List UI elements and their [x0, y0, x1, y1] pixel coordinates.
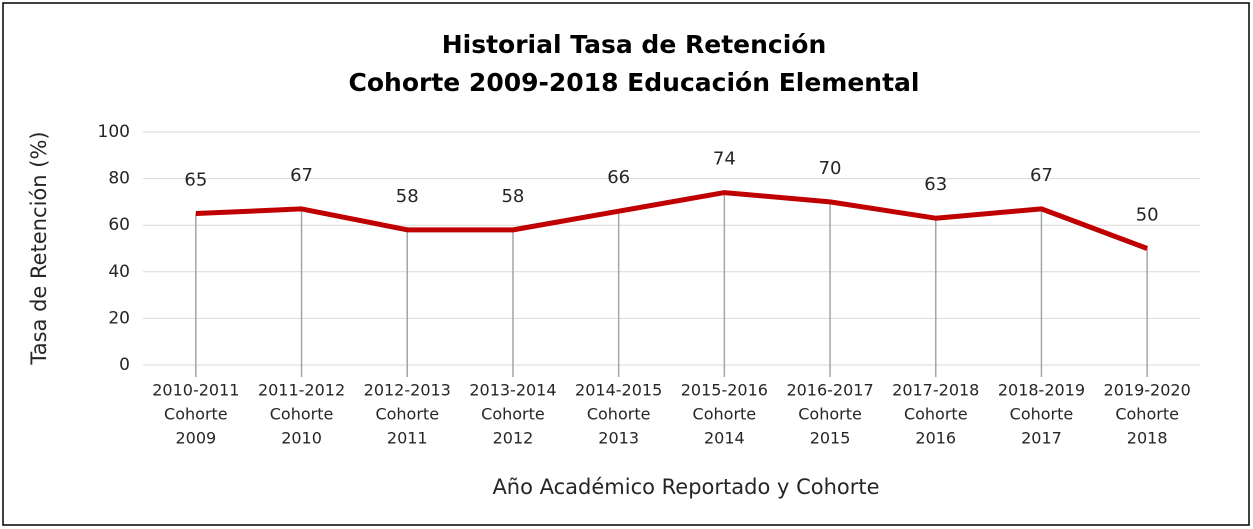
data-label: 50 [1136, 205, 1159, 226]
x-axis-title: Año Académico Reportado y Cohorte [492, 475, 879, 499]
data-label: 63 [924, 174, 947, 195]
data-label: 58 [501, 186, 524, 207]
x-tick-label: 2010 [281, 429, 322, 448]
chart-subtitle: Cohorte 2009-2018 Educación Elemental [349, 68, 920, 97]
y-tick-label: 20 [108, 308, 130, 328]
x-tick-label: Cohorte [693, 405, 757, 424]
y-tick-label: 80 [108, 169, 130, 189]
y-axis-title: Tasa de Retención (%) [27, 131, 51, 365]
x-tick-label: Cohorte [798, 405, 862, 424]
x-tick-label: 2014-2015 [575, 381, 662, 400]
x-tick-label: 2016 [915, 429, 956, 448]
x-tick-label: 2018 [1127, 429, 1168, 448]
x-tick-label: Cohorte [481, 405, 545, 424]
x-tick-label: 2013 [598, 429, 639, 448]
y-tick-label: 0 [119, 355, 130, 375]
y-tick-label: 40 [108, 262, 130, 282]
x-tick-label: 2015-2016 [681, 381, 768, 400]
data-label: 74 [713, 149, 736, 170]
data-label: 66 [607, 167, 630, 188]
x-tick-label: 2017-2018 [892, 381, 979, 400]
x-tick-label: Cohorte [1115, 405, 1179, 424]
x-tick-label: 2018-2019 [998, 381, 1085, 400]
data-label: 58 [396, 186, 419, 207]
data-label: 70 [819, 158, 842, 179]
data-label: 65 [184, 170, 207, 191]
line-series [195, 190, 1149, 251]
x-tick-label: Cohorte [1010, 405, 1074, 424]
chart-title: Historial Tasa de Retención [442, 30, 827, 59]
y-tick-label: 100 [98, 122, 130, 142]
x-tick-label: Cohorte [270, 405, 334, 424]
x-tick-label: Cohorte [375, 405, 439, 424]
x-tick-label: 2012 [493, 429, 534, 448]
y-tick-label: 60 [108, 215, 130, 235]
x-tick-label: 2017 [1021, 429, 1062, 448]
x-tick-label: Cohorte [904, 405, 968, 424]
data-label: 67 [290, 165, 313, 186]
x-tick-label: 2011-2012 [258, 381, 345, 400]
x-tick-label: 2016-2017 [786, 381, 873, 400]
x-tick-label: 2010-2011 [152, 381, 239, 400]
x-tick-label: Cohorte [164, 405, 228, 424]
x-tick-label: Cohorte [587, 405, 651, 424]
x-tick-label: 2019-2020 [1104, 381, 1191, 400]
x-tick-label: 2009 [175, 429, 216, 448]
data-label: 67 [1030, 165, 1053, 186]
x-tick-label: 2013-2014 [469, 381, 556, 400]
x-tick-label: 2012-2013 [364, 381, 451, 400]
x-tick-label: 2014 [704, 429, 745, 448]
x-tick-label: 2011 [387, 429, 428, 448]
x-tick-label: 2015 [810, 429, 851, 448]
